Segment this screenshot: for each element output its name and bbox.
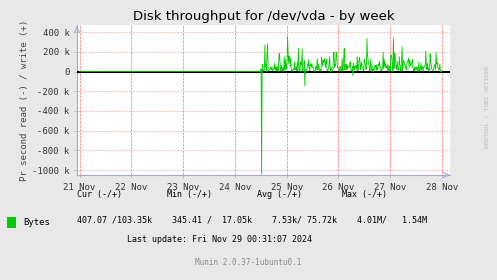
Text: Munin 2.0.37-1ubuntu0.1: Munin 2.0.37-1ubuntu0.1 (195, 258, 302, 267)
Title: Disk throughput for /dev/vda - by week: Disk throughput for /dev/vda - by week (133, 10, 394, 23)
Text: 407.07 /103.35k    345.41 /  17.05k    7.53k/ 75.72k    4.01M/   1.54M: 407.07 /103.35k 345.41 / 17.05k 7.53k/ 7… (77, 216, 427, 225)
Text: RRDTOOL / TOBI OETIKER: RRDTOOL / TOBI OETIKER (485, 65, 490, 148)
Y-axis label: Pr second read (-) / write (+): Pr second read (-) / write (+) (20, 20, 29, 181)
Text: Cur (-/+)         Min (-/+)         Avg (-/+)        Max (-/+): Cur (-/+) Min (-/+) Avg (-/+) Max (-/+) (77, 190, 387, 199)
Text: Last update: Fri Nov 29 00:31:07 2024: Last update: Fri Nov 29 00:31:07 2024 (77, 235, 312, 244)
Text: Bytes: Bytes (23, 218, 50, 227)
